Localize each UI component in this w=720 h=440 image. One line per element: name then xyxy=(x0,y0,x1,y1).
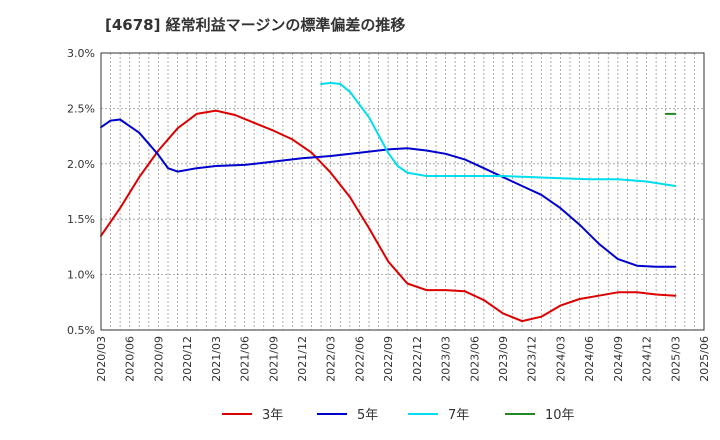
x-tick-label: 2020/09 xyxy=(152,336,165,382)
y-tick-label: 2.0% xyxy=(67,158,95,171)
legend-label: 7年 xyxy=(448,408,469,423)
x-tick-label: 2023/03 xyxy=(440,336,453,382)
x-tick-label: 2025/03 xyxy=(669,336,682,382)
series-line-3 xyxy=(320,81,677,187)
x-tick-label: 2021/06 xyxy=(239,336,252,382)
x-tick-label: 2024/03 xyxy=(554,336,567,382)
x-tick-label: 2022/09 xyxy=(382,336,395,382)
x-axis-ticks: 2020/03 2020/06 2020/09 2020/12 2021/03 2021/… xyxy=(95,336,711,382)
x-tick-label: 2022/06 xyxy=(353,336,366,382)
y-tick-label: 2.5% xyxy=(67,102,95,115)
y-tick-label: 3.0% xyxy=(67,47,95,60)
x-tick-label: 2023/09 xyxy=(497,336,510,382)
plot-area xyxy=(101,53,704,330)
legend: 3年 5年 7年 10年 xyxy=(222,408,575,423)
series-line-1 xyxy=(100,109,677,323)
x-tick-label: 2020/03 xyxy=(95,336,108,382)
x-tick-label: 2021/09 xyxy=(267,336,280,382)
x-tick-label: 2022/03 xyxy=(325,336,338,382)
x-tick-label: 2022/12 xyxy=(411,336,424,382)
series-line-2 xyxy=(100,118,677,268)
x-tick-label: 2020/12 xyxy=(181,336,194,382)
legend-label: 10年 xyxy=(545,408,575,423)
x-tick-label: 2020/06 xyxy=(124,336,137,382)
x-tick-label: 2025/06 xyxy=(698,336,711,382)
y-tick-label: 0.5% xyxy=(67,324,95,337)
y-axis-ticks: 0.5% 1.0% 1.5% 2.0% 2.5% 3.0% xyxy=(67,47,95,337)
x-tick-label: 2024/06 xyxy=(583,336,596,382)
x-tick-label: 2023/12 xyxy=(526,336,539,382)
y-tick-label: 1.0% xyxy=(67,269,95,282)
x-tick-label: 2024/12 xyxy=(641,336,654,382)
x-tick-label: 2023/06 xyxy=(468,336,481,382)
x-tick-label: 2021/12 xyxy=(296,336,309,382)
y-tick-label: 1.5% xyxy=(67,213,95,226)
x-tick-label: 2024/09 xyxy=(612,336,625,382)
legend-label: 5年 xyxy=(357,408,378,423)
legend-label: 3年 xyxy=(262,408,283,423)
chart-title: [4678] 経常利益マージンの標準偏差の推移 xyxy=(105,16,405,34)
plot-border xyxy=(100,52,705,331)
series-lines xyxy=(100,81,677,323)
x-tick-label: 2021/03 xyxy=(210,336,223,382)
